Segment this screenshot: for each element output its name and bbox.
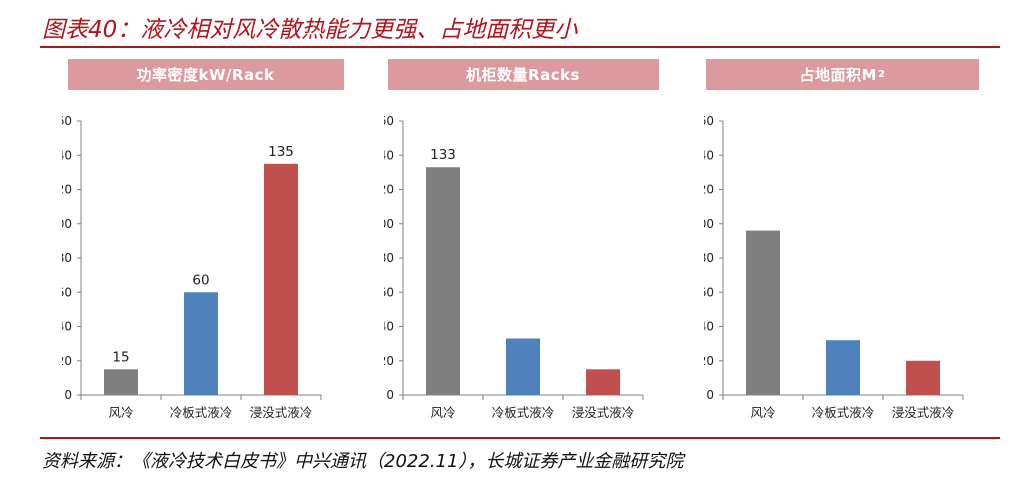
x-category-label: 风冷 — [430, 405, 455, 420]
x-category-label: 浸没式液冷 — [250, 405, 313, 420]
chart-panel-power-density: 功率密度kW/Rack 0 20 40 60 80 100 120 140 160 风冷 15 冷板式… — [62, 56, 387, 432]
data-label: 133 — [430, 147, 456, 163]
y-tick-label: 160 — [704, 114, 714, 128]
y-tick-label: 40 — [704, 320, 714, 334]
y-tick-label: 160 — [62, 114, 72, 128]
chart-title-superscript: 2 — [877, 69, 886, 80]
title-rule — [40, 46, 1000, 48]
y-tick-label: 60 — [384, 285, 394, 299]
source-note: 资料来源：《液冷技术白皮书》中兴通讯（2022.11），长城证券产业金融研究院 — [42, 451, 684, 472]
figure-title: 图表40：液冷相对风冷散热能力更强、占地面积更小 — [42, 17, 578, 43]
y-tick-label: 80 — [62, 251, 72, 265]
y-tick-label: 140 — [704, 148, 714, 162]
bar-chart: 0 20 40 60 80 100 120 140 160 风冷 冷板式液冷 浸没式液冷 — [704, 114, 964, 420]
chart-header: 机柜数量Racks — [388, 59, 659, 90]
y-tick-label: 80 — [704, 251, 714, 265]
x-category-label: 冷板式液冷 — [492, 405, 555, 420]
y-tick-label: 120 — [62, 183, 72, 197]
x-category-label: 风冷 — [108, 405, 133, 420]
bar — [264, 163, 298, 395]
bar — [506, 338, 540, 395]
y-tick-label: 80 — [384, 251, 394, 265]
y-tick-label: 120 — [704, 183, 714, 197]
x-category-label: 冷板式液冷 — [812, 405, 875, 420]
data-label: 60 — [192, 272, 209, 288]
bar — [906, 360, 940, 395]
x-category-label: 浸没式液冷 — [572, 405, 635, 420]
y-tick-label: 40 — [384, 320, 394, 334]
chart-title: 功率密度kW/Rack — [136, 66, 275, 84]
x-category-label: 冷板式液冷 — [170, 405, 233, 420]
data-label: 15 — [112, 349, 129, 365]
y-tick-label: 0 — [64, 388, 72, 402]
y-tick-label: 0 — [706, 388, 714, 402]
bar — [426, 167, 460, 395]
x-category-label: 浸没式液冷 — [892, 405, 955, 420]
bar — [586, 369, 620, 395]
y-tick-label: 140 — [384, 148, 394, 162]
bar-chart: 0 20 40 60 80 100 120 140 160 风冷 133 冷板式液冷 浸没式液冷 — [384, 114, 644, 420]
x-category-label: 风冷 — [750, 405, 775, 420]
bar — [104, 369, 138, 395]
bar-chart: 0 20 40 60 80 100 120 140 160 风冷 15 冷板式液冷 60 浸没式液冷 135 — [62, 114, 322, 420]
bar — [826, 340, 860, 395]
y-tick-label: 0 — [386, 388, 394, 402]
y-tick-label: 20 — [62, 354, 72, 368]
chart-title: 机柜数量Racks — [466, 66, 580, 84]
y-tick-label: 40 — [62, 320, 72, 334]
y-tick-label: 160 — [384, 114, 394, 128]
y-tick-label: 20 — [704, 354, 714, 368]
chart-header: 功率密度kW/Rack — [68, 59, 344, 90]
bar — [746, 230, 780, 395]
y-tick-label: 120 — [384, 183, 394, 197]
source-rule — [40, 437, 1000, 439]
y-tick-label: 60 — [704, 285, 714, 299]
y-tick-label: 100 — [384, 217, 394, 231]
y-tick-label: 140 — [62, 148, 72, 162]
y-tick-label: 100 — [62, 217, 72, 231]
chart-title: 占地面积M — [799, 66, 877, 84]
y-tick-label: 100 — [704, 217, 714, 231]
chart-panel-rack-count: 机柜数量Racks 0 20 40 60 80 100 120 140 160 风冷 133 冷板式液… — [384, 56, 709, 432]
y-tick-label: 20 — [384, 354, 394, 368]
chart-header: 占地面积M 2 — [706, 59, 979, 90]
y-tick-label: 60 — [62, 285, 72, 299]
data-label: 135 — [268, 144, 294, 160]
bar — [184, 292, 218, 395]
